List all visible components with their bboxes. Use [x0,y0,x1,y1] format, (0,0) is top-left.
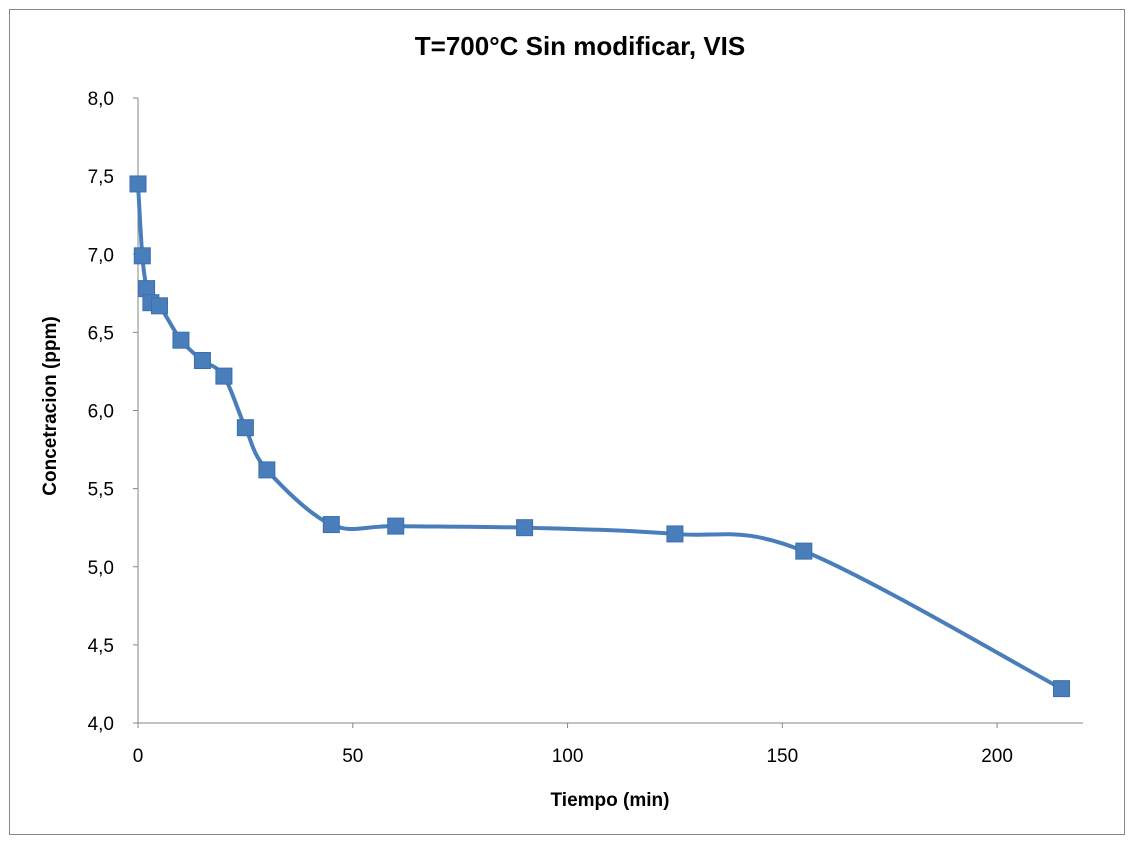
x-tick-label: 0 [133,746,144,767]
y-axis-title: Concetracion (ppm) [40,316,61,495]
series-line [136,181,1064,691]
data-point-marker [215,367,233,385]
y-tick-label: 5,5 [88,480,114,501]
x-tick-label: 150 [766,746,798,767]
x-tick-label: 50 [342,746,363,767]
data-point-marker [129,175,147,193]
y-tick-label: 6,5 [88,323,114,344]
data-point-marker [236,419,254,437]
data-point-marker [193,352,211,369]
x-tick-label: 100 [552,746,584,767]
y-tick-label: 7,5 [88,167,114,188]
axes [133,97,1083,728]
y-tick-label: 5,0 [88,558,114,579]
y-tick-label: 6,0 [88,402,114,423]
data-point-marker [1053,680,1071,698]
x-tick-label: 200 [981,746,1013,767]
y-tick-label: 8,0 [88,89,114,110]
data-point-marker [150,297,168,315]
chart-frame [9,9,1125,835]
data-point-marker [133,247,151,265]
chart-title: T=700°C Sin modificar, VIS [415,31,745,61]
data-point-marker [258,461,276,479]
data-point-marker [795,542,813,560]
data-point-marker [172,331,190,349]
y-tick-label: 4,5 [88,636,114,657]
data-point-marker [666,525,684,543]
tick-labels: 4,0 4,5 5,0 5,5 6,0 6,5 7,0 7,5 8,0 0 50 100 150 200 [88,89,1013,767]
data-point-marker [322,516,340,534]
series-markers [129,175,1071,698]
y-tick-label: 7,0 [88,245,114,266]
data-point-marker [387,517,405,535]
x-axis-title: Tiempo (min) [551,790,670,811]
y-tick-label: 4,0 [88,714,114,735]
data-point-marker [516,519,534,537]
